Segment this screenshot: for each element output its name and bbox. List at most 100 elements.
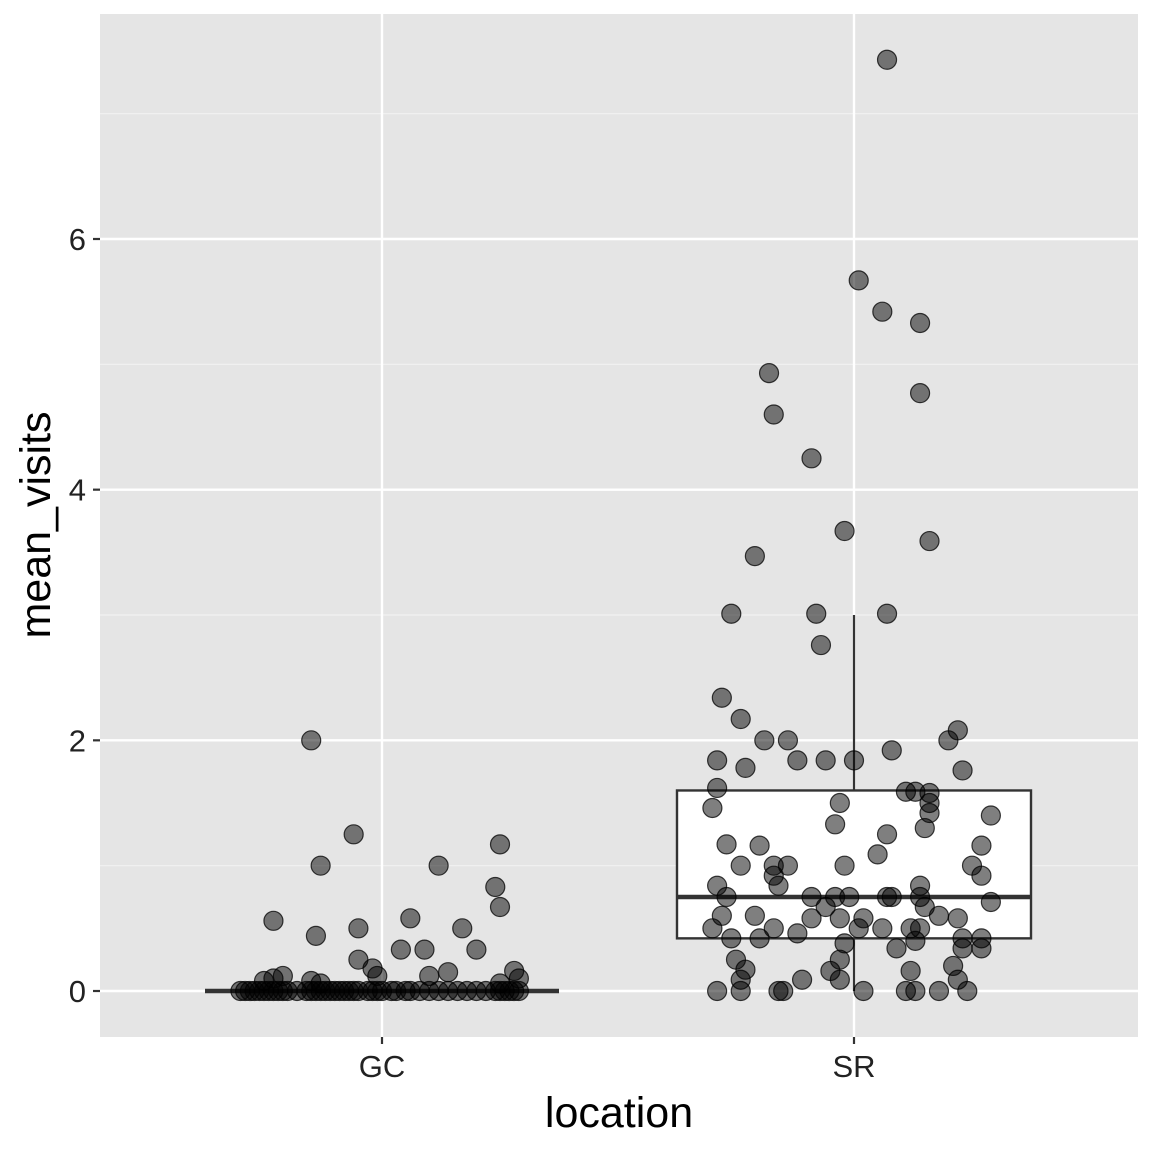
data-point [952,938,973,959]
data-point [834,855,855,876]
data-point [829,908,850,929]
data-point [744,905,765,926]
data-point [707,980,728,1002]
data-point [876,824,898,845]
data-point [721,603,742,624]
data-point [735,757,756,779]
data-point [801,908,822,929]
data-point [867,844,888,865]
jitter-points [230,49,1001,1002]
y-tick-label: 6 [69,222,86,257]
data-point [815,896,836,918]
data-point [980,805,1001,826]
data-point [773,980,794,1002]
data-point [980,891,1001,913]
data-point [716,834,737,855]
data-point [466,939,487,960]
data-point [348,949,369,970]
data-point [489,834,511,855]
data-point [419,965,440,987]
data-point [485,876,506,898]
data-point [900,960,921,982]
data-point [971,835,992,856]
data-point [272,965,293,987]
data-point [414,939,435,960]
data-point [791,969,813,990]
data-point [810,634,832,656]
data-point [825,814,846,835]
data-point [310,855,331,876]
data-point [348,918,369,939]
data-point [702,797,723,819]
y-tick-label: 0 [69,974,86,1009]
data-point [872,918,893,939]
data-point [787,923,808,944]
data-point [815,750,836,771]
data-point [489,973,511,994]
data-point [876,49,898,70]
data-point [343,824,364,845]
data-point [310,973,331,994]
data-point [806,603,827,624]
y-axis-title: mean_visits [12,411,60,638]
data-point [768,875,789,896]
data-point [777,855,799,876]
data-point [508,968,529,989]
data-point [390,939,411,960]
y-axis-ticks: 0 2 4 6 [69,222,100,1009]
x-axis-ticks: GC SR [359,1037,876,1084]
data-point [749,835,770,856]
y-tick-label: 4 [69,473,86,508]
data-point [829,969,850,990]
data-point [787,750,808,771]
data-point [702,918,723,939]
data-point [947,720,968,741]
data-point [971,865,992,886]
data-point [437,962,459,983]
data-point [909,383,931,404]
data-point [834,520,855,542]
data-point [305,925,327,946]
data-point [919,530,940,552]
data-point [777,730,799,751]
data-point [730,980,751,1002]
data-point [881,740,902,761]
x-tick-label: SR [832,1049,875,1084]
data-point [829,792,850,814]
data-point [707,777,728,799]
x-tick-label: GC [359,1049,406,1084]
data-point [801,886,822,908]
data-point [749,928,770,949]
data-point [971,938,992,959]
data-point [909,312,931,334]
data-point [711,687,732,708]
data-point [716,886,737,908]
data-point [876,603,898,624]
data-point [721,928,742,949]
data-point [763,404,784,425]
data-point [848,270,869,291]
data-point [905,980,926,1002]
data-point [872,301,893,322]
y-tick-label: 2 [69,723,86,758]
data-point [744,545,765,567]
x-axis-title: location [545,1089,693,1137]
data-point [707,750,728,771]
data-point [754,730,775,751]
data-point [881,886,902,908]
data-point [301,730,322,751]
data-point [489,896,511,918]
data-point [801,448,822,469]
data-point [928,980,950,1002]
data-point [905,930,926,951]
data-point [843,750,865,771]
data-point [428,855,449,876]
data-point [263,910,284,931]
data-point [914,817,935,839]
data-point [839,886,860,908]
data-point [947,908,968,929]
data-point [853,980,874,1002]
data-point [928,905,950,926]
data-point [730,855,751,876]
